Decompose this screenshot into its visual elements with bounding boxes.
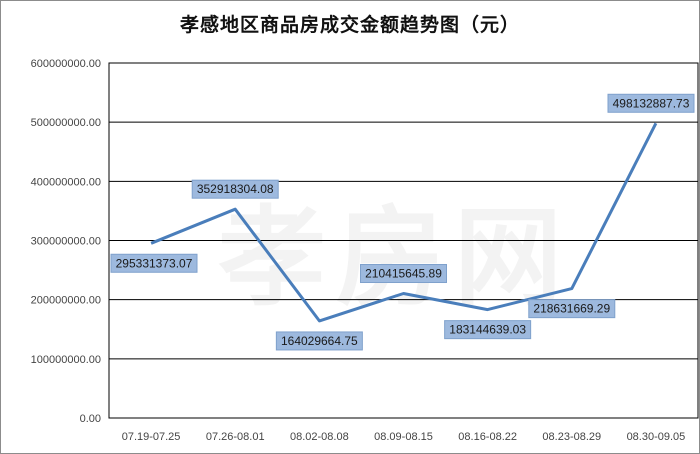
data-label-text: 164029664.75 (281, 334, 358, 348)
x-tick-label: 08.23-08.29 (542, 431, 601, 443)
data-label-text: 183144639.03 (449, 323, 526, 337)
y-tick-label: 0.00 (80, 413, 101, 425)
y-axis: 0.00 100000000.00 200000000.00 300000000.00… (31, 58, 101, 425)
data-label-text: 295331373.07 (116, 256, 193, 270)
data-label: 164029664.75 (275, 331, 363, 351)
gridlines (109, 121, 698, 360)
x-tick-label: 08.09-08.15 (374, 431, 433, 443)
chart-title: 孝感地区商品房成交金额趋势图（元） (179, 14, 520, 36)
data-label: 210415645.89 (360, 264, 447, 284)
x-tick-label: 08.16-08.22 (458, 431, 517, 443)
x-axis: 07.19-07.25 07.26-08.01 08.02-08.08 08.09-0… (122, 431, 686, 443)
series-line (150, 122, 658, 323)
y-tick-label: 300000000.00 (31, 236, 101, 248)
data-label: 498132887.73 (607, 93, 695, 113)
y-tick-label: 100000000.00 (31, 354, 101, 366)
data-label: 295331373.07 (110, 253, 198, 273)
x-tick-label: 07.26-08.01 (206, 431, 265, 443)
x-tick-label: 07.19-07.25 (122, 431, 181, 443)
data-label-box (607, 93, 695, 113)
y-tick-label: 600000000.00 (31, 58, 101, 70)
y-tick-label: 400000000.00 (31, 176, 101, 188)
data-label-text: 210415645.89 (365, 267, 442, 281)
data-label-text: 352918304.08 (197, 182, 274, 196)
y-tick-label: 500000000.00 (31, 117, 101, 129)
data-label-box (444, 320, 532, 340)
x-tick-label: 08.30-09.05 (627, 431, 686, 443)
data-label-box (275, 331, 363, 351)
data-labels: 295331373.07 352918304.08 164029664.75 2104… (110, 93, 695, 351)
data-label-box (110, 253, 198, 273)
x-tick-label: 08.02-08.08 (290, 431, 349, 443)
data-label-text: 218631669.29 (533, 302, 610, 316)
data-label-box (528, 299, 616, 319)
data-label: 218631669.29 (528, 299, 616, 319)
data-label-text: 498132887.73 (613, 96, 690, 110)
data-label: 183144639.03 (444, 320, 532, 340)
data-label-box (360, 264, 447, 284)
plot-area (108, 62, 699, 419)
data-label-box (191, 179, 279, 199)
y-tick-label: 200000000.00 (31, 295, 101, 307)
data-label: 352918304.08 (191, 179, 279, 199)
